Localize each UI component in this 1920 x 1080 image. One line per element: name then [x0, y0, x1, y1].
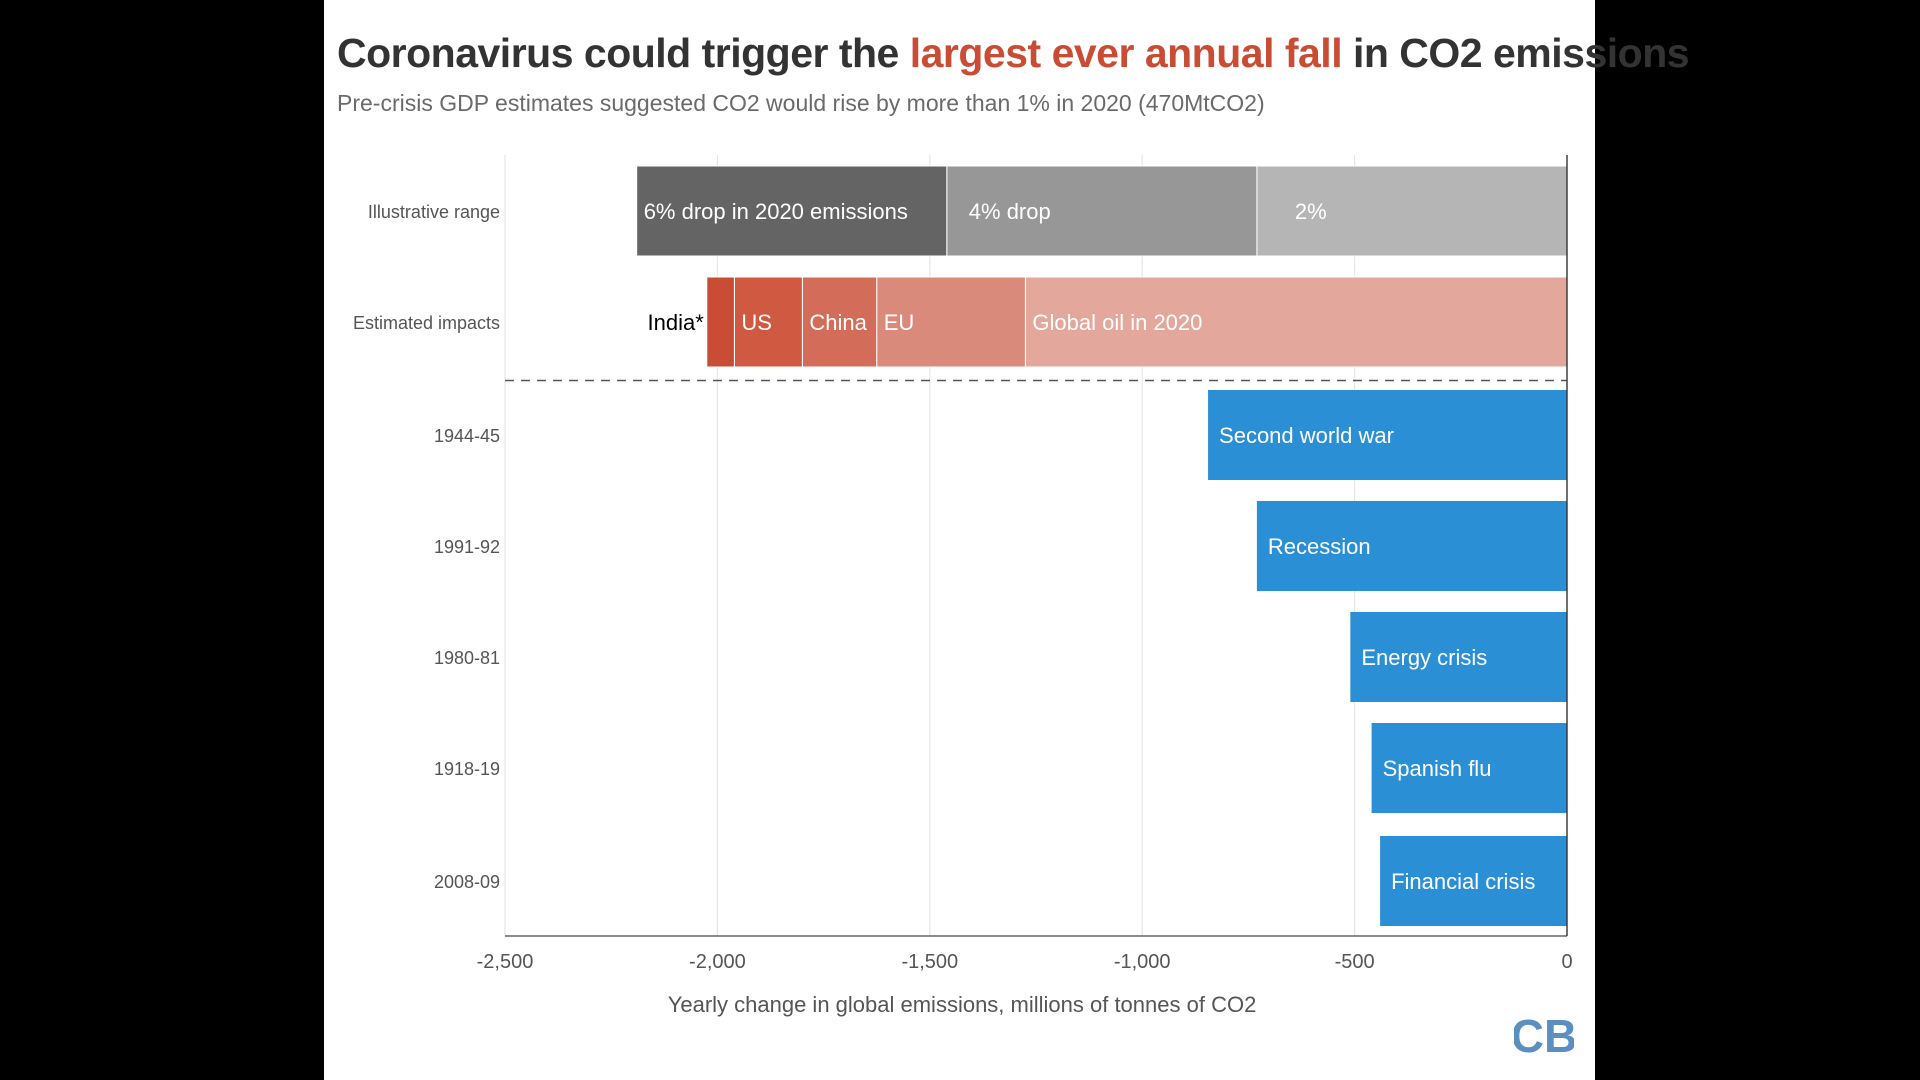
- y-category-label: Estimated impacts: [353, 313, 500, 333]
- bar-data-label: Financial crisis: [1391, 869, 1535, 894]
- bar-chart: -2,500 -2,000 -1,500 -1,000 -500 0 Illustrativ…: [353, 155, 1573, 1017]
- x-axis-title: Yearly change in global emissions, milli…: [668, 992, 1257, 1017]
- stacked-bar-segment: [876, 276, 1026, 368]
- title-highlight: largest ever annual fall: [909, 30, 1343, 76]
- bar-data-label: Recession: [1268, 534, 1371, 559]
- y-category-label: 2008-09: [434, 872, 500, 892]
- stacked-bar-segment: [636, 165, 948, 257]
- bar-data-label: Energy crisis: [1361, 645, 1487, 670]
- bar-data-label: 6% drop in 2020 emissions: [644, 199, 908, 224]
- bar-data-label: US: [741, 310, 772, 335]
- chart-subtitle: Pre-crisis GDP estimates suggested CO2 w…: [337, 90, 1265, 116]
- stacked-bar-segment: [706, 276, 735, 368]
- bar: [1350, 612, 1567, 702]
- bar-data-label: 2%: [1295, 199, 1327, 224]
- stacked-bar-segment: [1256, 165, 1568, 257]
- bar-data-label: EU: [884, 310, 915, 335]
- bar: [1256, 501, 1567, 591]
- x-tick-label: -500: [1335, 951, 1375, 973]
- y-category-label: Illustrative range: [368, 202, 500, 222]
- x-tick-label: 0: [1561, 951, 1572, 973]
- carbon-brief-logo: CB: [1514, 1010, 1574, 1058]
- y-category-label: 1991-92: [434, 537, 500, 557]
- stacked-bar-segment: [1024, 276, 1568, 368]
- y-category-label: 1980-81: [434, 648, 500, 668]
- stacked-bar-segment: [801, 276, 878, 368]
- bar: [1380, 836, 1567, 926]
- bar-data-label: India*: [647, 310, 704, 335]
- chart-title: Coronavirus could trigger the largest ev…: [337, 30, 1690, 77]
- stacked-bar-segment: [733, 276, 803, 368]
- x-tick-label: -2,500: [477, 951, 534, 973]
- y-category-label: 1918-19: [434, 759, 500, 779]
- x-tick-label: -2,000: [689, 951, 746, 973]
- bar-data-label: 4% drop: [969, 199, 1051, 224]
- bar-data-label: Global oil in 2020: [1032, 310, 1202, 335]
- bar-data-label: Second world war: [1219, 423, 1394, 448]
- title-part: Coronavirus could trigger the: [337, 30, 910, 76]
- title-part: in CO2 emissions: [1342, 30, 1690, 76]
- bar-data-label: Spanish flu: [1383, 756, 1492, 781]
- y-category-label: 1944-45: [434, 426, 500, 446]
- logo-text: CB: [1514, 1010, 1574, 1058]
- bar: [1371, 723, 1567, 813]
- bar: [1208, 390, 1567, 480]
- x-tick-label: -1,000: [1114, 951, 1171, 973]
- chart-card: Coronavirus could trigger the largest ev…: [324, 0, 1690, 1080]
- x-tick-label: -1,500: [901, 951, 958, 973]
- bar-data-label: China: [809, 310, 867, 335]
